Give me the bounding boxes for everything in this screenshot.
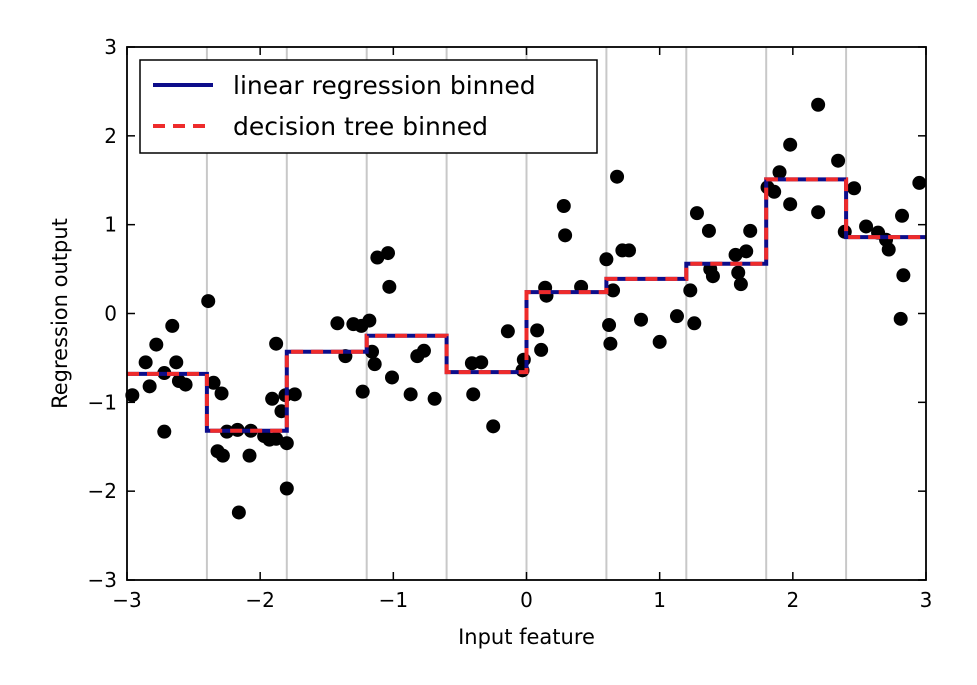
x-tick-label: 3 — [920, 588, 933, 612]
legend-label-linear-regression: linear regression binned — [233, 71, 536, 100]
data-point — [912, 175, 927, 190]
data-point — [474, 355, 489, 370]
data-point — [279, 436, 294, 451]
data-point — [403, 387, 418, 402]
legend-label-decision-tree: decision tree binned — [233, 112, 488, 141]
data-point — [603, 336, 618, 351]
data-point — [169, 355, 184, 370]
data-point — [157, 424, 172, 439]
data-point — [142, 379, 157, 394]
y-tick-label: −2 — [88, 479, 117, 503]
data-point — [831, 153, 846, 168]
data-point — [687, 316, 702, 331]
data-point — [767, 184, 782, 199]
data-point — [149, 337, 164, 352]
data-point — [683, 283, 698, 298]
axis-ticks: −3 −2 −1 0 1 2 3 −3 −2 −1 0 1 2 3 — [88, 35, 933, 612]
data-point — [178, 377, 193, 392]
data-point — [231, 505, 246, 520]
data-point — [743, 223, 758, 238]
data-point — [214, 386, 229, 401]
x-tick-label: −2 — [245, 588, 274, 612]
legend: linear regression binned decision tree b… — [139, 59, 598, 154]
data-point — [530, 323, 545, 338]
data-point — [269, 431, 284, 446]
data-point — [602, 318, 617, 333]
data-point — [165, 318, 180, 333]
data-point — [772, 165, 787, 180]
data-point — [534, 342, 549, 357]
data-point — [669, 309, 684, 324]
data-point — [652, 334, 667, 349]
data-point — [330, 316, 345, 331]
y-tick-label: 0 — [104, 302, 117, 326]
legend-box — [139, 59, 598, 154]
data-point — [201, 294, 216, 309]
step-lines — [127, 177, 926, 433]
x-tick-label: 1 — [653, 588, 666, 612]
x-tick-label: 2 — [786, 588, 799, 612]
y-tick-label: −1 — [88, 390, 117, 414]
x-tick-label: −3 — [112, 588, 141, 612]
data-point — [689, 206, 704, 221]
data-point — [811, 97, 826, 112]
data-point — [206, 375, 221, 390]
data-point — [783, 197, 798, 212]
data-point — [367, 357, 382, 372]
x-tick-label: 0 — [520, 588, 533, 612]
data-point — [500, 324, 515, 339]
data-point — [859, 219, 874, 234]
data-point — [265, 391, 280, 406]
data-point — [599, 252, 614, 267]
data-point — [847, 181, 862, 196]
data-point — [242, 448, 257, 463]
data-point — [125, 388, 140, 403]
data-point — [610, 169, 625, 184]
data-point — [279, 481, 294, 496]
data-point — [269, 336, 284, 351]
data-point — [427, 391, 442, 406]
data-point — [287, 387, 302, 402]
data-point — [355, 384, 370, 399]
data-point — [739, 244, 754, 259]
data-point — [138, 355, 153, 370]
y-tick-label: 2 — [104, 124, 117, 148]
data-point — [728, 247, 743, 262]
data-point — [486, 419, 501, 434]
data-point — [622, 243, 637, 258]
y-tick-label: 1 — [104, 213, 117, 237]
data-point — [381, 246, 396, 261]
x-axis-label: Input feature — [458, 625, 595, 649]
y-axis-label: Regression output — [48, 218, 72, 409]
data-point — [634, 312, 649, 327]
data-point — [385, 370, 400, 385]
data-point — [896, 268, 911, 283]
data-point — [382, 279, 397, 294]
y-tick-label: 3 — [104, 35, 117, 59]
data-point — [881, 242, 896, 257]
data-point — [556, 199, 571, 214]
data-point — [783, 137, 798, 152]
data-point — [606, 283, 621, 298]
data-point — [895, 208, 910, 223]
scatter-points — [125, 97, 927, 520]
y-tick-label: −3 — [88, 568, 117, 592]
data-point — [701, 223, 716, 238]
x-tick-label: −1 — [379, 588, 408, 612]
decision-tree-step-line — [127, 177, 926, 433]
data-point — [733, 277, 748, 292]
data-point — [362, 313, 377, 328]
data-point — [893, 311, 908, 326]
data-point — [215, 448, 230, 463]
data-point — [811, 205, 826, 220]
data-point — [731, 265, 746, 280]
data-point — [416, 343, 431, 358]
data-point — [466, 387, 481, 402]
data-point — [705, 269, 720, 284]
data-point — [370, 250, 385, 265]
data-point — [558, 228, 573, 243]
